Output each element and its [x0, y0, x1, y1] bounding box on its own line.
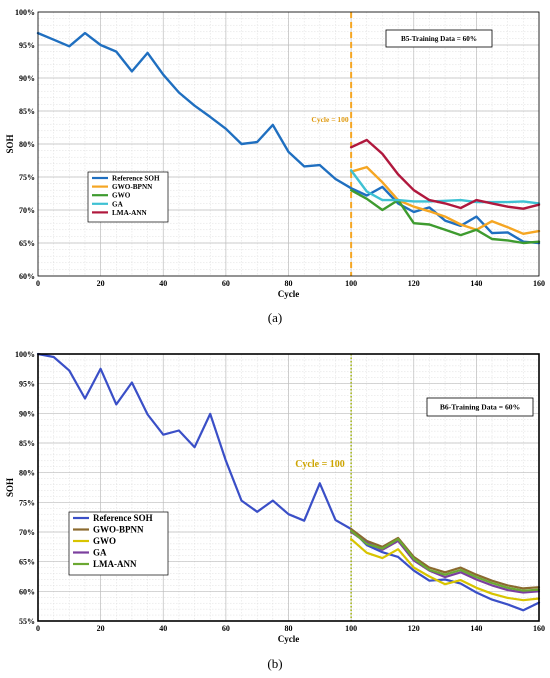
- chart-b: 0 20 40 60 80 100 120 140 160 55% 60% 65% 70% 75% 80% 8…: [5, 350, 545, 644]
- chart-a: 0 20 40 60 80 100 120 140 160 60% 65% 70% 75% 80% 85% 9…: [5, 8, 545, 299]
- y-tick-label-a: 85%: [19, 107, 35, 116]
- info-box-text-a: B5-Training Data = 60%: [401, 35, 477, 43]
- x-axis-label-a: Cycle: [278, 289, 300, 299]
- x-tick-label-b: 60: [222, 624, 230, 633]
- x-tick-label-a: 80: [285, 279, 293, 288]
- x-tick-label-a: 140: [470, 279, 482, 288]
- series-line-ga-b: [350, 530, 541, 594]
- series-line-ga-a: [349, 169, 541, 205]
- info-box-text-b: B6-Training Data = 60%: [440, 403, 520, 412]
- x-tick-label-b: 0: [36, 624, 40, 633]
- plot-frame-b: [37, 353, 540, 622]
- x-tick-label-b: 100: [345, 624, 357, 633]
- series-line-gwo-a: [349, 188, 541, 245]
- y-tick-label-a: 60%: [19, 272, 35, 281]
- legend-box-a: [87, 171, 169, 223]
- series-line-gwo-bpnn-a: [349, 165, 541, 236]
- series-line-gwo-b: [350, 537, 541, 602]
- x-tick-label-b: 80: [285, 624, 293, 633]
- x-tick-label-a: 160: [533, 279, 545, 288]
- y-tick-label-b: 60%: [19, 587, 35, 596]
- legend-label-gwo-bpnn-b: GWO-BPNN: [93, 525, 144, 535]
- x-tick-label-a: 0: [36, 279, 40, 288]
- subfigure-label-b: (b): [267, 656, 282, 671]
- legend-label-reference-soh-b: Reference SOH: [93, 513, 153, 523]
- y-tick-label-b: 95%: [19, 380, 35, 389]
- y-tick-label-b: 75%: [19, 498, 35, 507]
- legend-label-ga-b: GA: [93, 548, 107, 558]
- y-tick-label-a: 100%: [15, 8, 35, 17]
- y-tick-label-a: 80%: [19, 140, 35, 149]
- series-line-lma-ann-a: [349, 138, 541, 210]
- x-axis-label-b: Cycle: [278, 634, 300, 644]
- info-box-a: [385, 29, 493, 48]
- y-tick-label-a: 70%: [19, 206, 35, 215]
- info-box-b: [426, 397, 534, 417]
- legend-label-ga-a: GA: [112, 200, 124, 208]
- y-tick-label-b: 90%: [19, 409, 35, 418]
- x-tick-label-b: 40: [159, 624, 167, 633]
- x-tick-label-b: 20: [97, 624, 105, 633]
- x-tick-label-a: 120: [408, 279, 420, 288]
- x-tick-label-b: 120: [408, 624, 420, 633]
- legend-label-gwo-b: GWO: [93, 536, 116, 546]
- y-tick-label-a: 90%: [19, 74, 35, 83]
- legend-label-reference-soh-a: Reference SOH: [112, 175, 160, 183]
- y-tick-label-b: 85%: [19, 439, 35, 448]
- series-line-reference-soh-a: [36, 31, 541, 245]
- y-tick-label-b: 70%: [19, 528, 35, 537]
- x-tick-label-a: 20: [97, 279, 105, 288]
- legend-label-lma-ann-a: LMA-ANN: [112, 209, 148, 217]
- y-tick-label-a: 65%: [19, 239, 35, 248]
- legend-label-gwo-a: GWO: [112, 192, 131, 200]
- subfigure-label-a: (a): [268, 310, 282, 325]
- plot-frame-a: [37, 11, 540, 277]
- y-tick-label-b: 80%: [19, 469, 35, 478]
- cycle-annotation-a: Cycle = 100: [311, 115, 348, 124]
- y-tick-label-b: 55%: [19, 617, 35, 626]
- legend-label-gwo-bpnn-a: GWO-BPNN: [112, 183, 153, 191]
- y-tick-label-a: 95%: [19, 41, 35, 50]
- series-line-gwo-bpnn-b: [350, 527, 541, 590]
- x-tick-label-a: 60: [222, 279, 230, 288]
- cycle-annotation-b: Cycle = 100: [295, 459, 345, 470]
- x-tick-label-b: 140: [470, 624, 482, 633]
- y-tick-label-b: 65%: [19, 558, 35, 567]
- legend-label-lma-ann-b: LMA-ANN: [93, 559, 137, 569]
- y-tick-label-b: 100%: [15, 350, 35, 359]
- y-axis-label-b: SOH: [5, 478, 15, 497]
- x-tick-label-a: 100: [345, 279, 357, 288]
- y-axis-label-a: SOH: [5, 134, 15, 153]
- y-tick-label-a: 75%: [19, 173, 35, 182]
- x-tick-label-a: 40: [159, 279, 167, 288]
- x-tick-label-b: 160: [533, 624, 545, 633]
- series-line-lma-ann-b: [350, 529, 541, 592]
